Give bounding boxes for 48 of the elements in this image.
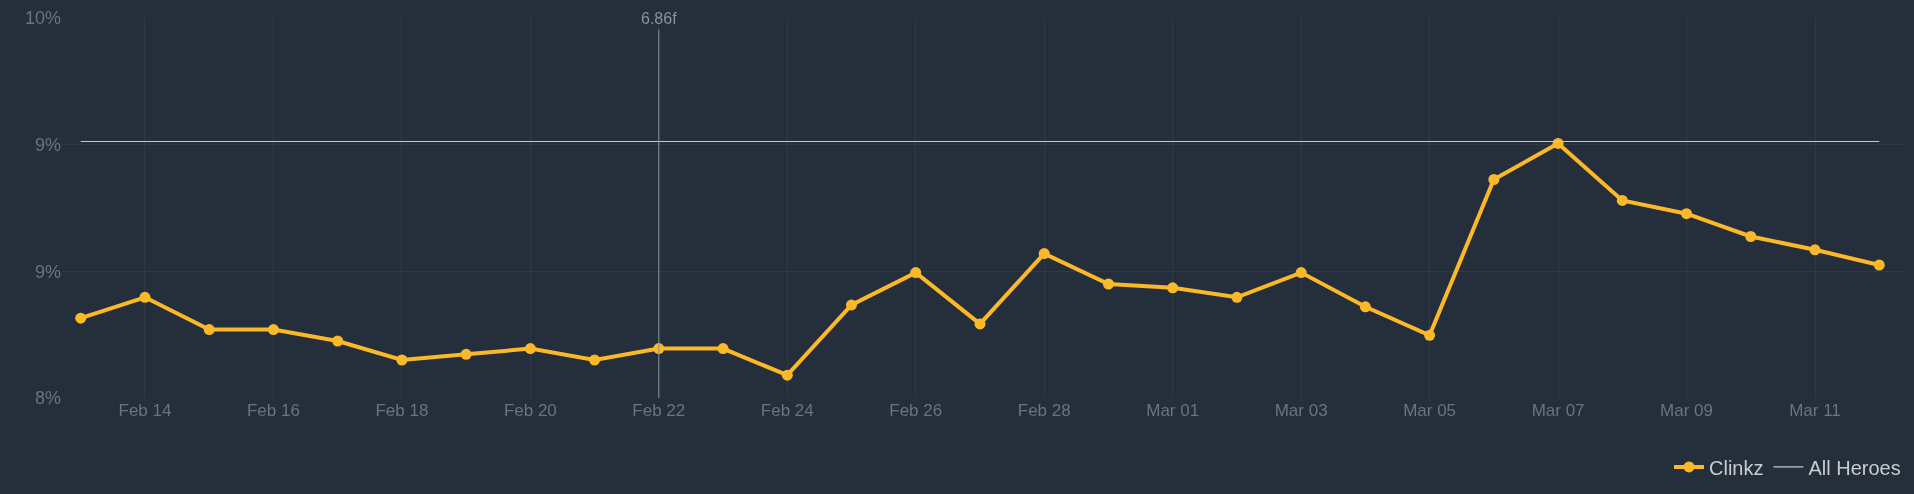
point [1681,208,1693,220]
x-tick-label: Feb 22 [632,401,686,420]
x-tick-label: Mar 07 [1531,401,1585,420]
x-tick-label: Feb 20 [503,401,557,420]
point [1616,194,1628,206]
point [139,291,151,303]
point [846,299,858,311]
y-tick-label: 9% [34,135,61,156]
point [1745,231,1757,242]
x-tick-label: Mar 01 [1146,401,1200,420]
point [524,343,536,355]
point [1359,301,1371,313]
point [203,324,215,336]
x-tick-label: Feb 28 [1017,401,1071,420]
point [1488,174,1500,185]
point [1102,278,1114,290]
y-tick-label: 9% [34,261,61,282]
point [460,348,472,360]
x-tick-label: Mar 03 [1274,401,1328,420]
point [1038,248,1050,260]
point [910,267,922,279]
x-tick-label: Feb 18 [375,401,429,420]
point [396,354,408,366]
point [1295,267,1307,279]
x-tick-label: Mar 11 [1789,401,1841,420]
legend-label: Clinkz [1709,456,1764,479]
x-tick-label: Feb 16 [246,401,300,420]
point [1231,291,1243,303]
point [332,335,344,347]
y-tick-label: 8% [34,388,61,409]
x-tick-label: Mar 05 [1403,401,1457,420]
x-tick-label: Mar 09 [1660,401,1713,420]
x-tick-label: Feb 14 [118,401,172,420]
x-tick-label: Feb 24 [760,401,814,420]
point [781,369,793,381]
legend-label: All Heroes [1808,456,1901,479]
ref-line-label: 6.86f [641,10,678,27]
point [1167,282,1179,294]
point [1424,329,1436,341]
point [267,324,279,336]
y-tick-label: 10% [24,8,61,29]
point [717,343,729,355]
x-tick-label: Feb 26 [889,401,943,420]
point [1873,259,1885,271]
point [75,312,87,324]
point [974,318,986,330]
point [589,354,601,366]
point [1809,244,1821,256]
